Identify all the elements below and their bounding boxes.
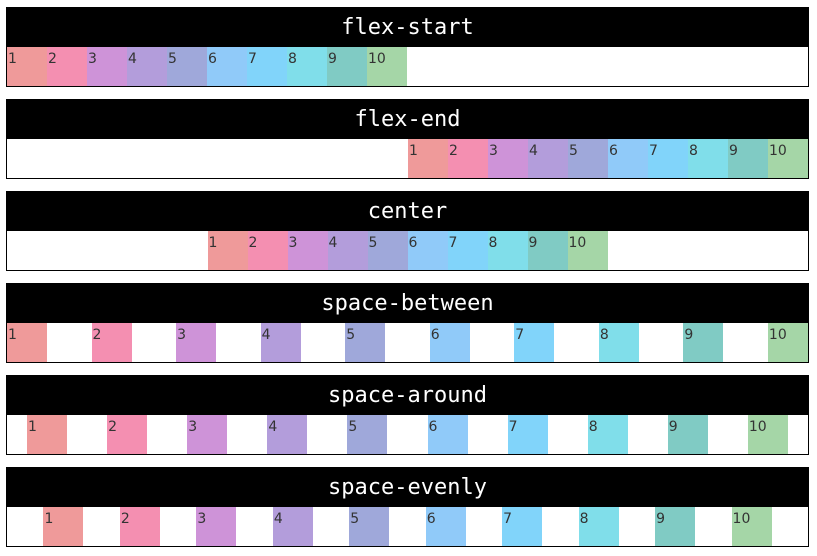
flex-item-1: 1 xyxy=(43,507,84,546)
flex-item-4: 4 xyxy=(528,139,568,178)
flex-item-4: 4 xyxy=(260,323,301,362)
flex-item-7: 7 xyxy=(514,323,555,362)
flex-item-4: 4 xyxy=(272,507,313,546)
flex-container: 1 2 3 4 5 6 7 8 9 10 xyxy=(6,139,809,179)
flex-item-6: 6 xyxy=(407,231,448,270)
flex-item-7: 7 xyxy=(648,139,688,178)
demo-title: space-between xyxy=(6,283,809,323)
flex-item-1: 1 xyxy=(7,323,47,362)
flex-item-10: 10 xyxy=(768,139,808,178)
flex-item-9: 9 xyxy=(527,231,568,270)
flex-item-5: 5 xyxy=(167,47,207,86)
flex-item-2: 2 xyxy=(448,139,488,178)
flex-item-8: 8 xyxy=(688,139,728,178)
flex-item-2: 2 xyxy=(91,323,132,362)
flex-item-8: 8 xyxy=(287,47,327,86)
flex-item-9: 9 xyxy=(327,47,367,86)
flex-item-1: 1 xyxy=(7,47,47,86)
flex-item-5: 5 xyxy=(347,415,388,454)
flex-item-10: 10 xyxy=(747,415,788,454)
flex-item-2: 2 xyxy=(107,415,148,454)
flex-item-5: 5 xyxy=(349,507,390,546)
flex-container: 1 2 3 4 5 6 7 8 9 10 xyxy=(6,47,809,87)
flex-item-3: 3 xyxy=(488,139,528,178)
demo-title: flex-start xyxy=(6,7,809,47)
flex-item-1: 1 xyxy=(207,231,248,270)
demo-space-between: space-between 1 2 3 4 5 6 7 8 9 10 xyxy=(6,283,809,363)
demo-title: space-around xyxy=(6,375,809,415)
flex-item-10: 10 xyxy=(367,47,407,86)
demo-flex-end: flex-end 1 2 3 4 5 6 7 8 9 10 xyxy=(6,99,809,179)
flex-item-8: 8 xyxy=(578,507,619,546)
flex-item-10: 10 xyxy=(767,323,808,362)
flex-item-10: 10 xyxy=(567,231,608,270)
flex-item-9: 9 xyxy=(683,323,724,362)
flex-item-8: 8 xyxy=(587,415,628,454)
flex-container: 1 2 3 4 5 6 7 8 9 10 xyxy=(6,415,809,455)
flex-item-8: 8 xyxy=(487,231,528,270)
flex-item-6: 6 xyxy=(608,139,648,178)
demo-center: center 1 2 3 4 5 6 7 8 9 10 xyxy=(6,191,809,271)
flex-item-1: 1 xyxy=(27,415,68,454)
flex-container: 1 2 3 4 5 6 7 8 9 10 xyxy=(6,323,809,363)
flex-item-3: 3 xyxy=(87,47,127,86)
flex-item-9: 9 xyxy=(667,415,708,454)
flex-item-4: 4 xyxy=(327,231,368,270)
flex-item-3: 3 xyxy=(176,323,217,362)
demo-flex-start: flex-start 1 2 3 4 5 6 7 8 9 10 xyxy=(6,7,809,87)
flex-container: 1 2 3 4 5 6 7 8 9 10 xyxy=(6,231,809,271)
flex-item-5: 5 xyxy=(345,323,386,362)
flex-item-10: 10 xyxy=(731,507,772,546)
flex-item-7: 7 xyxy=(502,507,543,546)
flex-item-8: 8 xyxy=(598,323,639,362)
flex-item-4: 4 xyxy=(127,47,167,86)
flex-item-2: 2 xyxy=(247,231,288,270)
flex-item-9: 9 xyxy=(728,139,768,178)
flex-item-9: 9 xyxy=(655,507,696,546)
flex-item-7: 7 xyxy=(247,47,287,86)
flex-item-3: 3 xyxy=(196,507,237,546)
flex-item-6: 6 xyxy=(427,415,468,454)
demo-space-evenly: space-evenly 1 2 3 4 5 6 7 8 9 10 xyxy=(6,467,809,547)
flex-item-3: 3 xyxy=(187,415,228,454)
flex-item-2: 2 xyxy=(47,47,87,86)
flex-item-6: 6 xyxy=(207,47,247,86)
flex-container: 1 2 3 4 5 6 7 8 9 10 xyxy=(6,507,809,547)
demo-title: center xyxy=(6,191,809,231)
flex-item-5: 5 xyxy=(367,231,408,270)
flex-item-5: 5 xyxy=(568,139,608,178)
demo-title: space-evenly xyxy=(6,467,809,507)
flex-item-6: 6 xyxy=(429,323,470,362)
flex-item-7: 7 xyxy=(447,231,488,270)
flex-item-6: 6 xyxy=(425,507,466,546)
demo-title: flex-end xyxy=(6,99,809,139)
demo-space-around: space-around 1 2 3 4 5 6 7 8 9 10 xyxy=(6,375,809,455)
flex-item-1: 1 xyxy=(408,139,448,178)
flex-item-7: 7 xyxy=(507,415,548,454)
flex-item-2: 2 xyxy=(119,507,160,546)
flex-item-4: 4 xyxy=(267,415,308,454)
flex-item-3: 3 xyxy=(287,231,328,270)
